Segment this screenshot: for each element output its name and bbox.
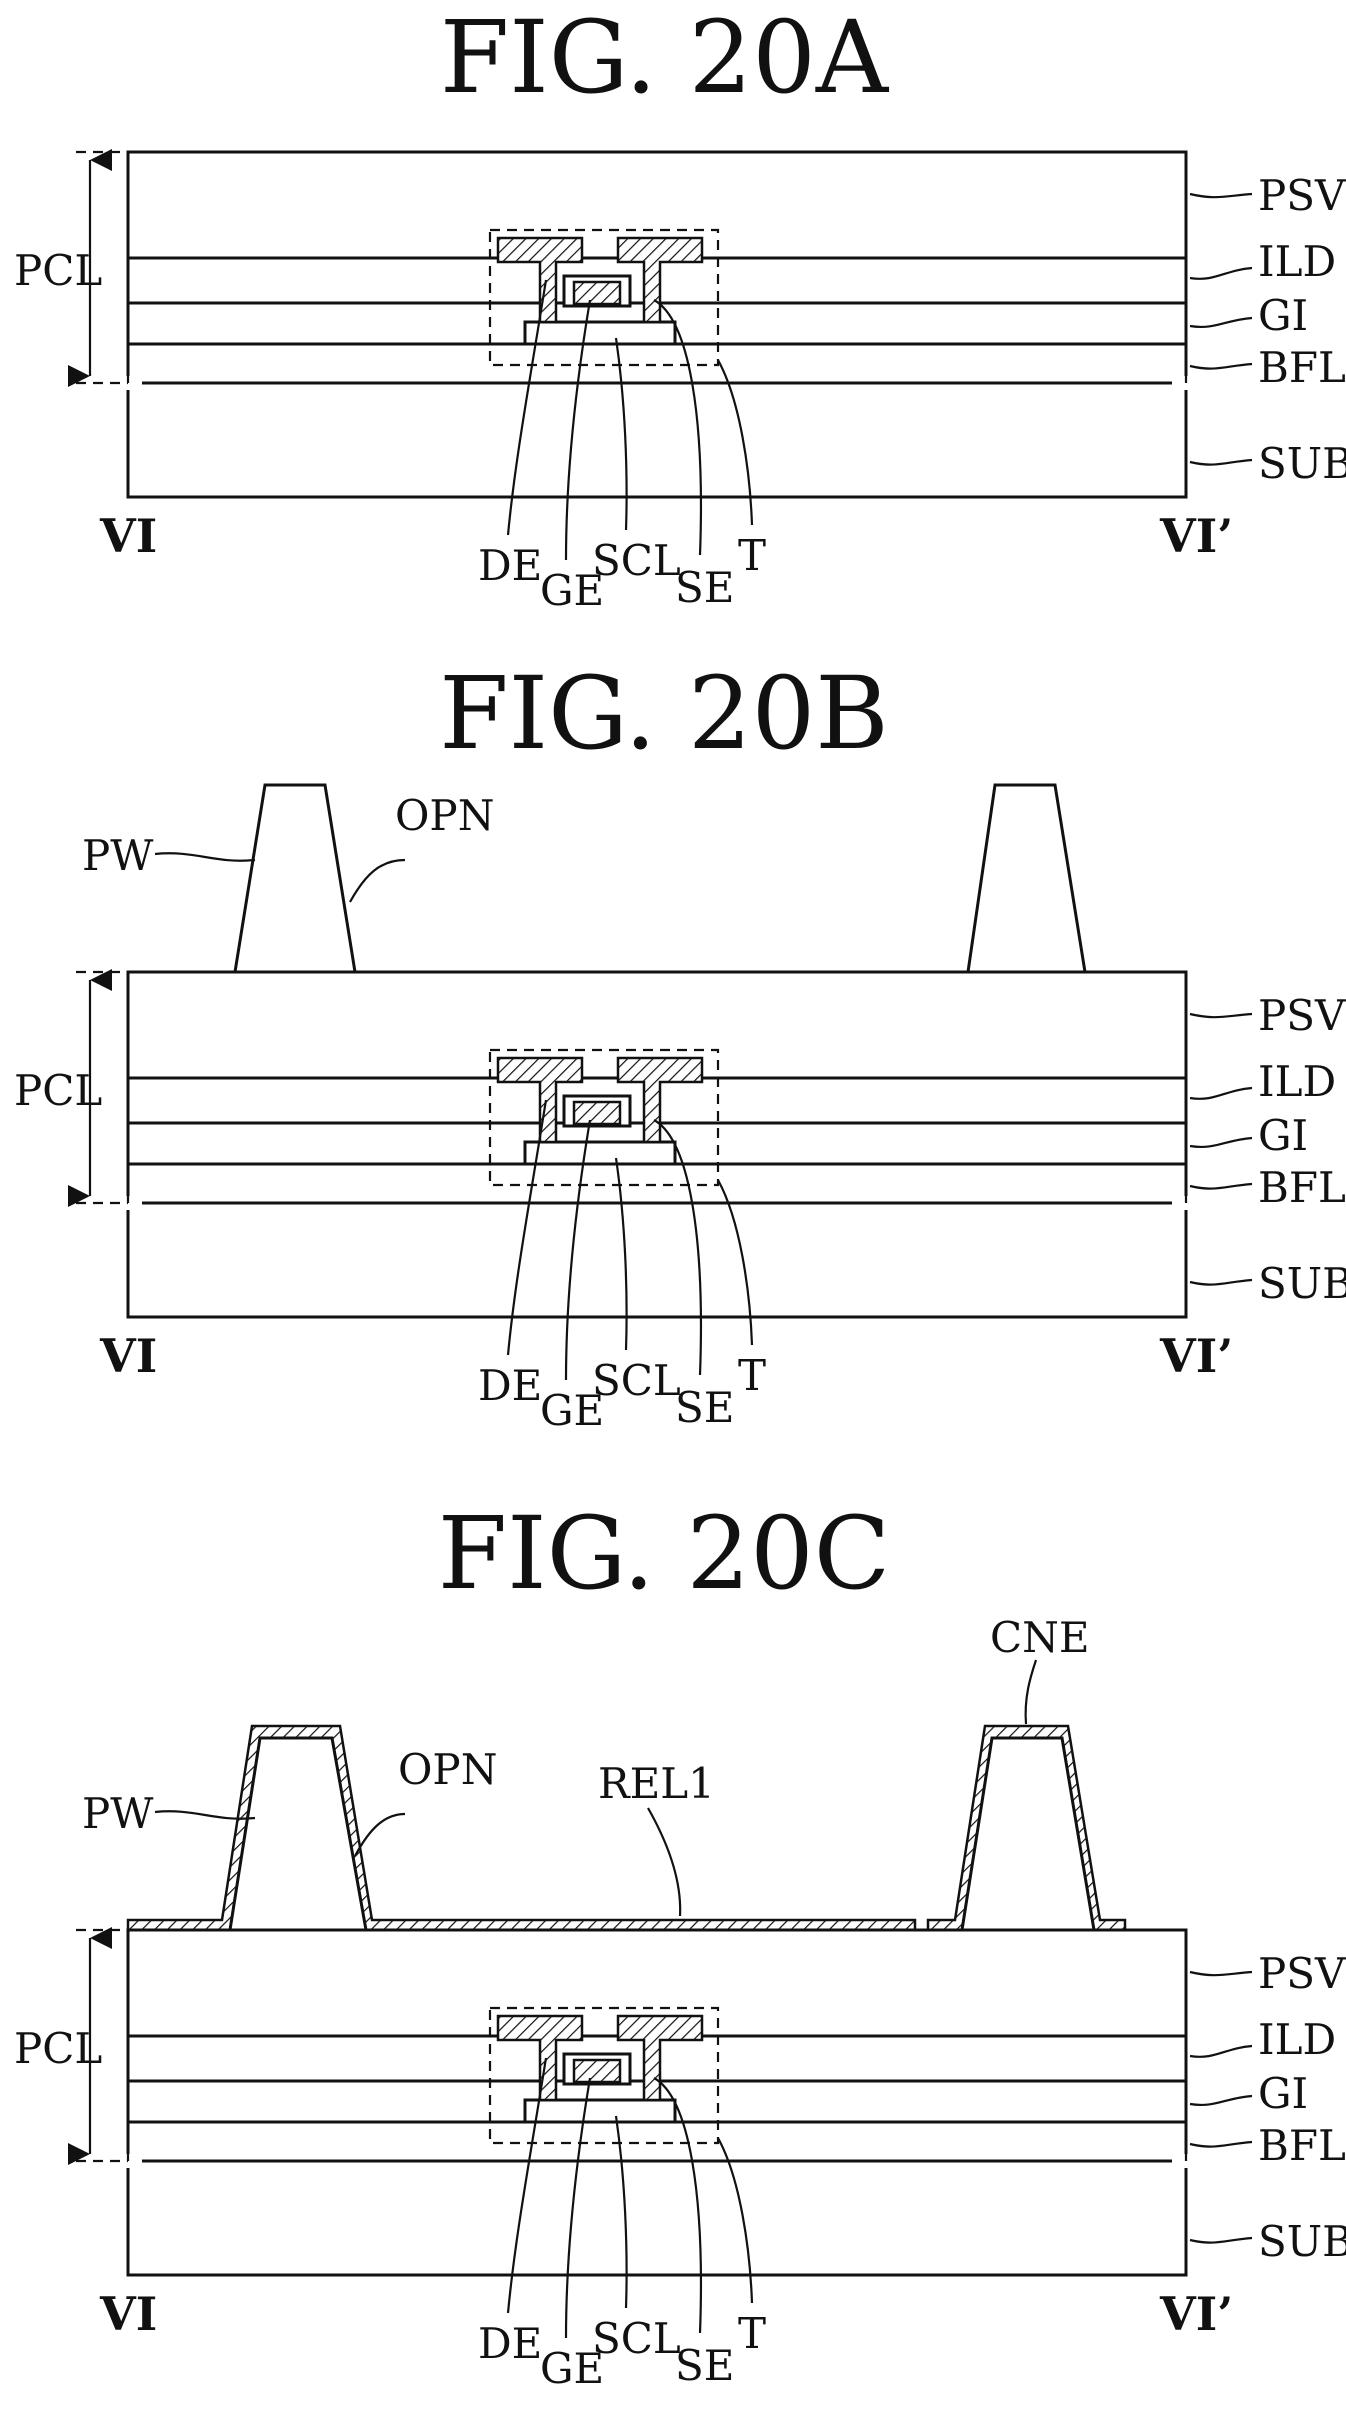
leader-sub	[1190, 460, 1252, 465]
label-psv: PSV	[1258, 171, 1346, 220]
figure-title: FIG. 20C	[438, 1495, 891, 1612]
figure-20a: FIG. 20A PCL	[14, 0, 1346, 615]
semiconductor-scl	[525, 2100, 675, 2122]
label-gi: GI	[1258, 2069, 1308, 2118]
leader-bfl	[1190, 364, 1252, 369]
leader-psv	[1190, 1972, 1252, 1975]
label-pcl: PCL	[14, 1066, 102, 1115]
label-bfl: BFL	[1258, 1163, 1346, 1212]
pcl-dimension: PCL	[14, 152, 128, 383]
figure-20c: FIG. 20C PW OPN REL1 CNE	[14, 1495, 1346, 2393]
label-scl: SCL	[592, 1356, 681, 1405]
partition-wall-left	[235, 785, 355, 972]
label-pw: PW	[82, 1789, 154, 1838]
label-vi-right: VI’	[1159, 2287, 1233, 2341]
leader-ild	[1190, 268, 1252, 279]
label-gi: GI	[1258, 1111, 1308, 1160]
leader-scl	[616, 338, 627, 530]
label-bfl: BFL	[1258, 343, 1346, 392]
right-labels: PSV ILD GI BFL SUB	[1190, 1949, 1346, 2266]
leader-scl	[616, 1158, 627, 1350]
label-pw: PW	[82, 831, 154, 880]
right-labels: PSV ILD GI BFL SUB	[1190, 171, 1346, 488]
label-opn: OPN	[398, 1745, 497, 1794]
figure-title: FIG. 20B	[439, 655, 889, 772]
label-t: T	[738, 1351, 766, 1400]
electrode-layer: PW OPN REL1 CNE	[82, 1613, 1125, 1930]
label-psv: PSV	[1258, 991, 1346, 1040]
label-bfl: BFL	[1258, 2121, 1346, 2170]
label-sub: SUB	[1258, 439, 1346, 488]
leader-gi	[1190, 318, 1252, 327]
label-scl: SCL	[592, 536, 681, 585]
leader-gi	[1190, 1138, 1252, 1147]
partition-wall-right	[968, 785, 1085, 972]
label-de: DE	[478, 2319, 542, 2368]
leader-scl	[616, 2116, 627, 2308]
leader-pw	[155, 853, 255, 860]
figure-title: FIG. 20A	[440, 0, 890, 116]
label-rel1: REL1	[598, 1759, 715, 1808]
pcl-dimension: PCL	[14, 1930, 128, 2161]
leader-gi	[1190, 2096, 1252, 2105]
leader-bfl	[1190, 2142, 1252, 2147]
leader-psv	[1190, 1014, 1252, 1017]
label-de: DE	[478, 541, 542, 590]
label-ild: ILD	[1258, 1057, 1336, 1106]
label-vi-left: VI	[99, 2287, 157, 2341]
figure-20b: FIG. 20B PW OPN	[14, 655, 1346, 1435]
leader-t	[718, 1180, 752, 1345]
label-pcl: PCL	[14, 2024, 102, 2073]
leader-opn	[355, 1814, 405, 1856]
gate-electrode-ge	[574, 1102, 620, 1124]
label-se: SE	[675, 1383, 734, 1432]
leader-t	[718, 360, 752, 525]
leader-t	[718, 2138, 752, 2303]
pcl-dimension: PCL	[14, 972, 128, 1203]
label-sub: SUB	[1258, 2217, 1346, 2266]
label-de: DE	[478, 1361, 542, 1410]
leader-bfl	[1190, 1184, 1252, 1189]
label-opn: OPN	[395, 791, 494, 840]
partition-walls: PW OPN	[82, 785, 1085, 972]
leader-sub	[1190, 2238, 1252, 2243]
label-scl: SCL	[592, 2314, 681, 2363]
gate-electrode-ge	[574, 2060, 620, 2082]
label-se: SE	[675, 2341, 734, 2390]
leader-rel1	[648, 1808, 680, 1916]
label-ild: ILD	[1258, 237, 1336, 286]
label-t: T	[738, 2309, 766, 2358]
leader-ild	[1190, 2046, 1252, 2057]
label-se: SE	[675, 563, 734, 612]
label-gi: GI	[1258, 291, 1308, 340]
label-psv: PSV	[1258, 1949, 1346, 1998]
label-cne: CNE	[990, 1613, 1090, 1662]
label-vi-right: VI’	[1159, 1329, 1233, 1383]
label-t: T	[738, 531, 766, 580]
leader-cne	[1026, 1660, 1036, 1724]
leader-psv	[1190, 194, 1252, 197]
label-pcl: PCL	[14, 246, 102, 295]
label-vi-left: VI	[99, 509, 157, 563]
semiconductor-scl	[525, 322, 675, 344]
gate-electrode-ge	[574, 282, 620, 304]
label-sub: SUB	[1258, 1259, 1346, 1308]
label-ild: ILD	[1258, 2015, 1336, 2064]
leader-sub	[1190, 1280, 1252, 1285]
semiconductor-scl	[525, 1142, 675, 1164]
leader-ild	[1190, 1088, 1252, 1099]
leader-opn	[350, 860, 405, 902]
label-vi-left: VI	[99, 1329, 157, 1383]
label-vi-right: VI’	[1159, 509, 1233, 563]
right-labels: PSV ILD GI BFL SUB	[1190, 991, 1346, 1308]
